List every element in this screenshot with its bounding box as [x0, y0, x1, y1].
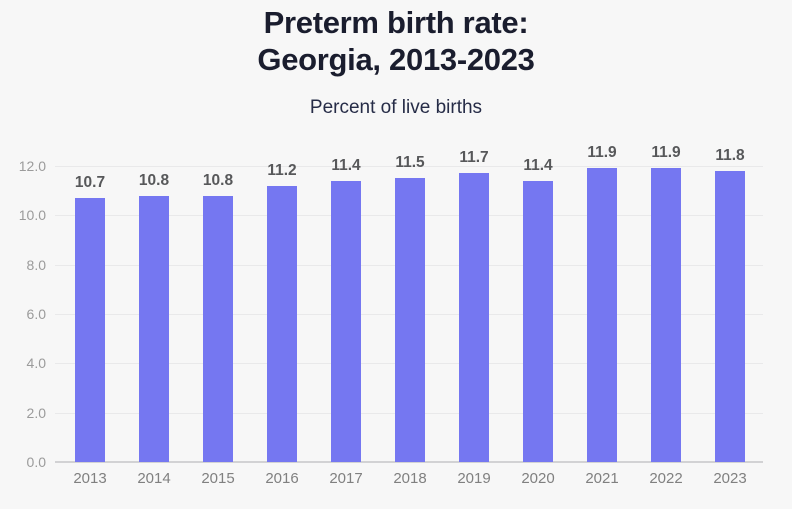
bar-2017 [331, 180, 361, 462]
bar-2015 [203, 195, 233, 462]
bar-2019 [459, 173, 489, 462]
y-axis-tick-label: 4.0 [26, 355, 46, 372]
x-axis-tick-label: 2014 [137, 470, 171, 487]
bar-value-label: 10.8 [138, 171, 170, 189]
y-axis-tick-label: 8.0 [26, 256, 46, 273]
bar-value-label: 10.7 [74, 174, 106, 192]
bar-2018 [395, 178, 425, 462]
bar-2013 [75, 198, 105, 462]
x-axis-tick-label: 2017 [329, 470, 363, 487]
chart-title: Preterm birth rate: Georgia, 2013-2023 [257, 5, 535, 77]
x-axis-tick-label: 2020 [521, 470, 555, 487]
bar-2021 [587, 168, 617, 462]
y-axis-tick-label: 12.0 [18, 158, 46, 174]
bar-2014 [139, 195, 169, 462]
bar-2016 [267, 185, 297, 462]
x-axis-tick-label: 2013 [73, 470, 107, 487]
chart-subtitle: Percent of live births [309, 97, 483, 118]
x-axis-tick-label: 2023 [713, 470, 747, 487]
x-axis-tick-label: 2022 [649, 470, 683, 487]
bar-2022 [651, 168, 681, 462]
x-axis-tick-label: 2018 [393, 470, 427, 487]
bar-value-label: 11.2 [267, 161, 297, 179]
bar-value-label: 11.8 [715, 146, 745, 164]
y-axis-tick-label: 10.0 [18, 207, 46, 224]
y-axis-tick-label: 6.0 [26, 306, 46, 322]
x-axis-tick-label: 2021 [585, 470, 619, 487]
y-axis-tick-label: 2.0 [26, 404, 46, 421]
y-axis-tick-label: 0.0 [26, 454, 46, 470]
bar-value-label: 11.4 [331, 156, 361, 174]
x-axis-tick-label: 2015 [201, 470, 235, 487]
x-axis-tick-label: 2016 [265, 470, 299, 487]
bar-value-label: 11.5 [395, 154, 425, 172]
x-axis-tick-label: 2019 [457, 470, 491, 487]
bar-value-label: 11.9 [587, 144, 617, 162]
x-axis-baseline [55, 461, 763, 463]
bar-2023 [715, 170, 745, 462]
bar-value-label: 11.4 [523, 156, 553, 174]
gridline [55, 166, 763, 167]
bar-value-label: 11.7 [459, 149, 489, 167]
bar-2020 [523, 180, 553, 462]
bar-value-label: 11.9 [651, 144, 681, 162]
bar-value-label: 10.8 [202, 171, 234, 189]
